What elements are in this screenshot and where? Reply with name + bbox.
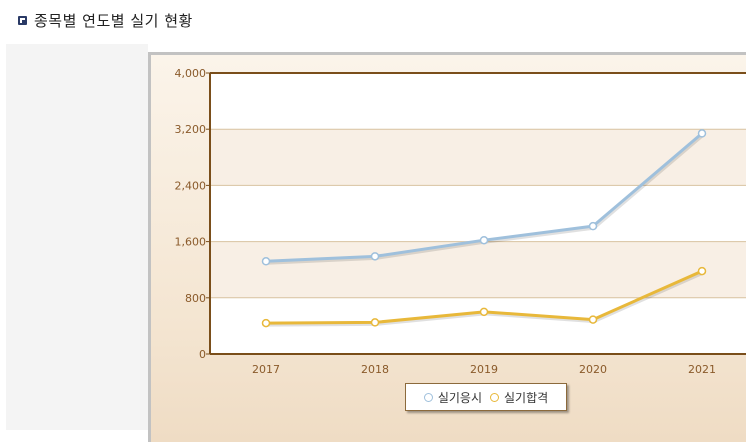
legend-marker-passed: [490, 392, 499, 402]
x-tick-label: 2021: [688, 363, 716, 376]
data-point: [261, 318, 271, 328]
section-heading: 종목별 연도별 실기 현황: [18, 9, 193, 31]
bullet-icon: [18, 15, 27, 25]
legend-label-passed: 실기합격: [504, 390, 549, 405]
line-chart: 0 800 1,600 2,400 3,200 4,000 2017 2018 2019 2020…: [175, 67, 746, 376]
plot-band: [210, 129, 746, 186]
x-tick-label: 2018: [361, 363, 389, 376]
data-point: [479, 235, 489, 245]
chart-legend: 실기응시 실기합격: [405, 383, 567, 411]
data-point: [261, 257, 271, 266]
plot-area: [210, 73, 746, 354]
data-point: [479, 307, 489, 317]
data-point: [370, 252, 380, 261]
y-tick-label: 2,400: [175, 179, 207, 192]
data-point: [697, 266, 707, 276]
left-panel: [6, 44, 148, 430]
data-point: [588, 221, 598, 231]
y-tick-label: 800: [185, 292, 206, 305]
y-tick-label: 0: [199, 348, 206, 361]
plot-band: [210, 241, 746, 298]
legend-item-applicants[interactable]: 실기응시: [423, 389, 482, 406]
x-tick-label: 2017: [252, 363, 280, 376]
x-tick-label: 2019: [470, 363, 498, 376]
page-title: 종목별 연도별 실기 현황: [34, 11, 193, 30]
legend-item-passed[interactable]: 실기합격: [490, 389, 548, 406]
y-tick-label: 4,000: [175, 67, 207, 80]
x-tick-label: 2020: [579, 363, 607, 376]
legend-marker-applicants: [423, 392, 433, 402]
y-tick-label: 1,600: [175, 236, 207, 249]
data-point: [588, 315, 598, 324]
y-tick-label: 3,200: [175, 123, 207, 136]
legend-label-applicants: 실기응시: [437, 390, 482, 405]
data-point: [370, 318, 380, 327]
data-point: [697, 129, 707, 138]
